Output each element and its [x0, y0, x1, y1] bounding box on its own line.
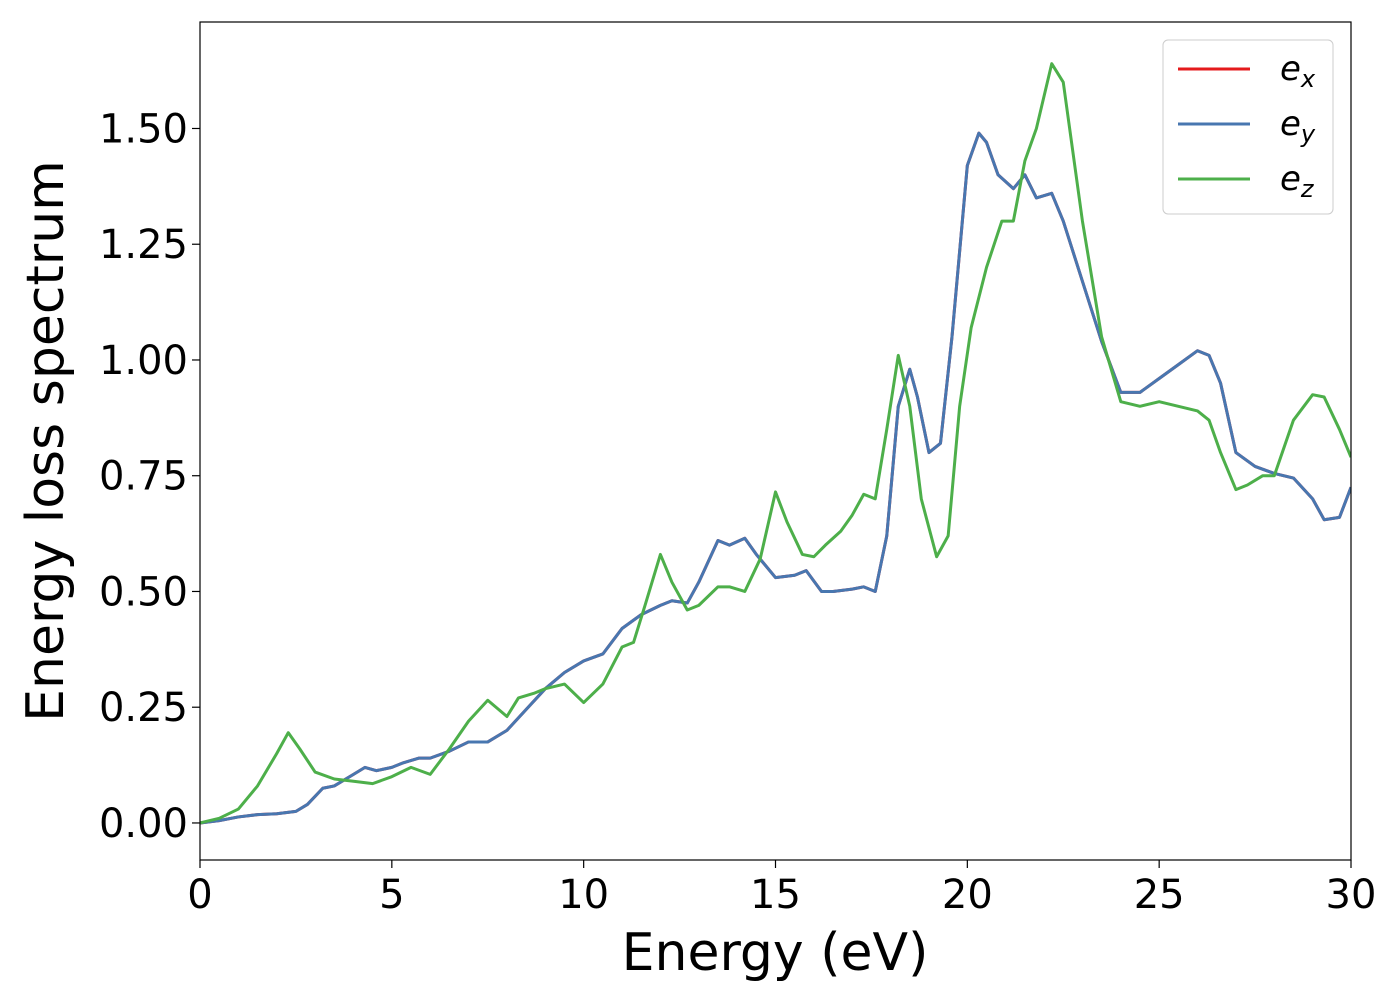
series-line-e_x — [200, 131, 1351, 825]
legend: ex ey ez — [1162, 39, 1334, 215]
y-tick-label: 0.50 — [99, 569, 188, 615]
y-axis-title: Energy loss spectrum — [16, 160, 76, 722]
legend-entries: ex ey ez — [1178, 49, 1316, 203]
x-tick-label: 25 — [1134, 872, 1185, 918]
x-tick-label: 30 — [1326, 872, 1377, 918]
x-tick-label: 10 — [558, 872, 609, 918]
x-axis-title: Energy (eV) — [622, 923, 929, 983]
series-layer — [200, 62, 1351, 825]
legend-box — [1162, 39, 1334, 215]
y-tick-label: 1.00 — [99, 338, 188, 384]
ticks-layer: 0 5 10 15 20 25 30 0.00 0.25 0.50 0.75 1.00 1.25 1.50 — [99, 106, 1377, 918]
x-tick-label: 5 — [379, 872, 404, 918]
y-tick-label: 0.25 — [99, 685, 188, 731]
series-line-e_y — [200, 131, 1351, 825]
x-tick-label: 15 — [750, 872, 801, 918]
legend-label-e_y: ey — [1280, 104, 1316, 148]
y-tick-label: 0.00 — [99, 801, 188, 847]
y-tick-label: 1.25 — [99, 222, 188, 268]
legend-label-e_x: ex — [1280, 49, 1316, 93]
y-tick-label: 1.50 — [99, 106, 188, 152]
series-line-e_z — [200, 62, 1351, 825]
x-tick-label: 0 — [187, 872, 212, 918]
x-tick-label: 20 — [942, 872, 993, 918]
legend-label-e_z: ez — [1280, 159, 1315, 203]
y-tick-label: 0.75 — [99, 454, 188, 500]
